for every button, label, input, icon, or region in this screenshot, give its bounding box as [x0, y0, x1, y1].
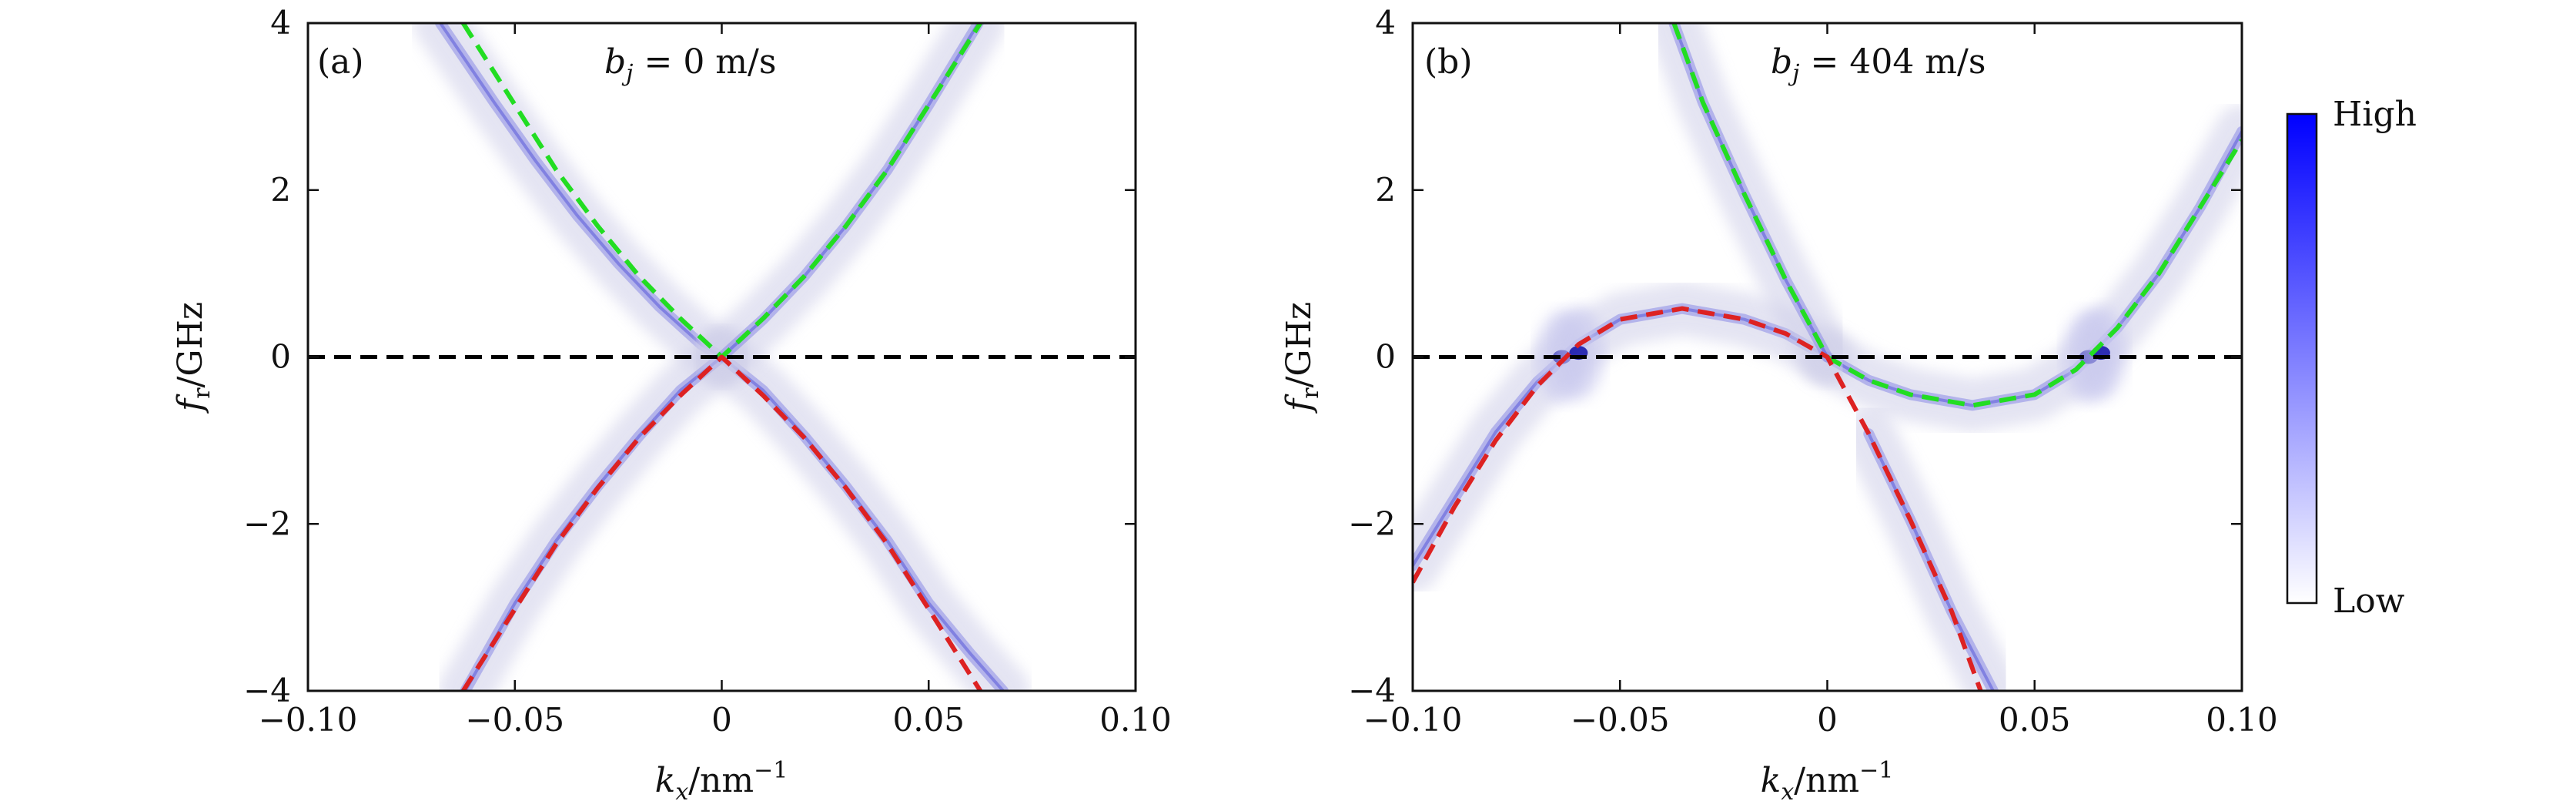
panel-b-ticks: −0.10 −0.05 0 0.05 0.10 −4 −2 0 2 4: [1348, 4, 2278, 739]
green-dashed-series: [1671, 23, 2242, 408]
x-tick-label: −0.05: [465, 701, 564, 739]
panel-a-ticks: −0.10 −0.05 0 0.05 0.10 −4 −2 0 2 4: [243, 4, 1172, 739]
panel-b-lines: [1413, 23, 2242, 691]
panel-a-ylabel: fr/GHz: [171, 302, 216, 414]
colorbar-high-label: High: [2333, 95, 2417, 134]
colorbar-gradient: [2286, 112, 2318, 605]
red-dashed-series: [1413, 306, 1983, 691]
x-tick-label: 0.05: [1999, 701, 2071, 739]
panel-a: −0.10 −0.05 0 0.05 0.10 −4 −2 0 2 4 (a) bj = 0 m/…: [171, 4, 1172, 806]
red-dashed-series: [461, 354, 982, 691]
x-tick-label: −0.10: [259, 701, 358, 739]
x-tick-label: 0.10: [1099, 701, 1172, 739]
panel-a-xlabel: kx/nm−1: [655, 757, 788, 806]
y-tick-label: 4: [1375, 4, 1396, 42]
intensity-core: [439, 23, 724, 359]
intensity-halo: [438, 330, 749, 691]
panel-a-lines: [308, 23, 1136, 691]
y-tick-label: −4: [1348, 672, 1396, 709]
panel-a-annotation: bj = 0 m/s: [604, 42, 776, 87]
intensity-halo: [1800, 104, 2242, 433]
y-tick-label: −2: [243, 504, 291, 542]
colorbar-low-label: Low: [2333, 581, 2405, 621]
panel-b-xlabel: kx/nm−1: [1761, 757, 1894, 806]
y-tick-label: −2: [1348, 504, 1396, 542]
x-tick-label: 0.05: [892, 701, 965, 739]
y-tick-label: −4: [243, 672, 291, 709]
panel-b: −0.10 −0.05 0 0.05 0.10 −4 −2 0 2 4 (b) bj = 404 …: [1280, 4, 2278, 806]
y-tick-label: 2: [1375, 171, 1396, 209]
panel-b-ylabel: fr/GHz: [1280, 302, 1324, 414]
panel-b-annotation: bj = 404 m/s: [1771, 42, 1986, 87]
y-tick-label: 4: [270, 4, 291, 42]
y-tick-label: 0: [270, 338, 291, 376]
intensity-halo: [1413, 281, 1855, 593]
x-tick-label: 0: [1817, 701, 1838, 739]
x-tick-label: −0.05: [1571, 701, 1670, 739]
colorbar: High Low: [2286, 95, 2417, 621]
panel-a-label: (a): [317, 42, 364, 82]
x-tick-label: 0.10: [2206, 701, 2278, 739]
panel-b-label: (b): [1424, 42, 1473, 82]
x-tick-label: −0.10: [1363, 701, 1463, 739]
y-tick-label: 2: [270, 171, 291, 209]
x-tick-label: 0: [711, 701, 732, 739]
y-tick-label: 0: [1375, 338, 1396, 376]
